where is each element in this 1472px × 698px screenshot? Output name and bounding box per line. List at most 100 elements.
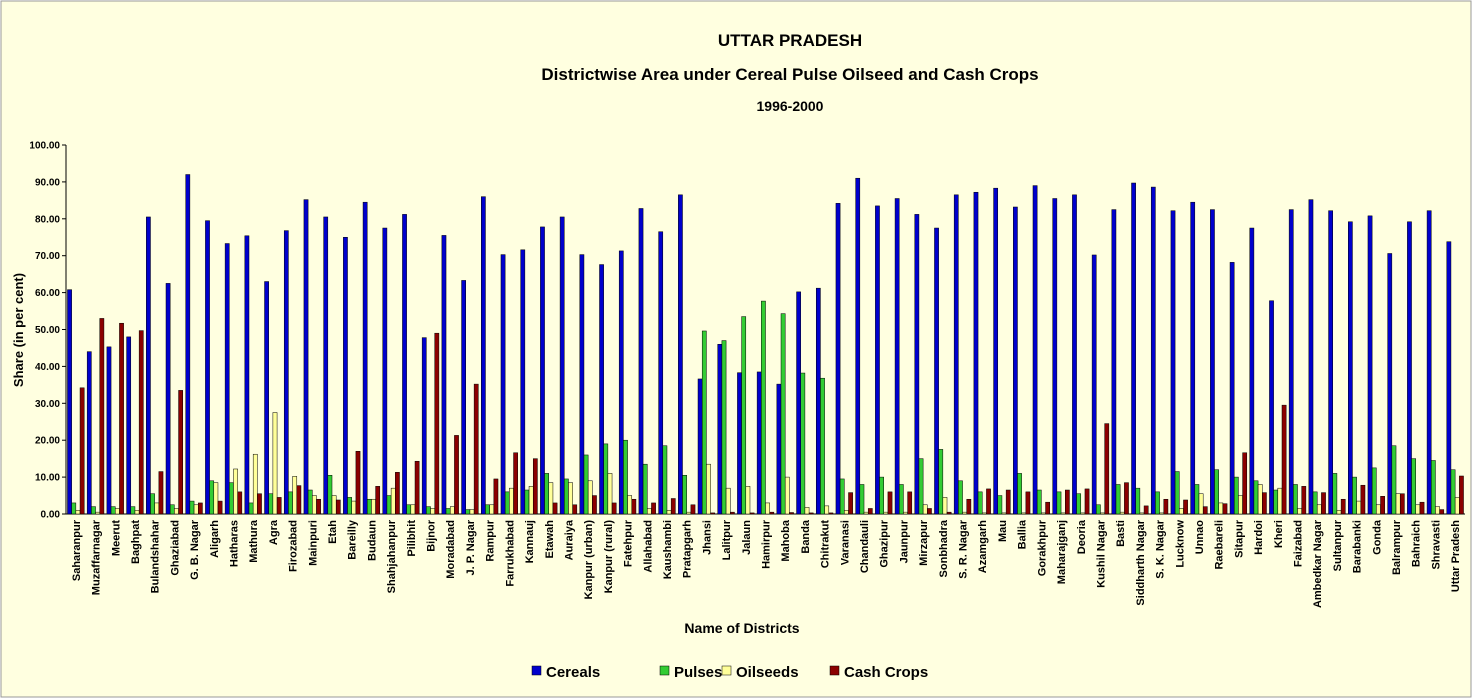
bar: [997, 495, 1003, 515]
bar: [119, 322, 124, 515]
bar: [485, 504, 490, 515]
bar: [1021, 512, 1027, 515]
x-tick-label: Mau: [997, 520, 1009, 542]
x-tick-label: Mainpuri: [307, 520, 319, 566]
bar: [1431, 460, 1436, 515]
bar: [1269, 300, 1274, 515]
bar: [205, 220, 210, 515]
x-tick-label: Gorakhpur: [1036, 519, 1048, 576]
bar: [540, 226, 545, 515]
bar: [1080, 512, 1086, 515]
y-tick-label: 60.00: [35, 288, 60, 299]
chart-subtitle: Districtwise Area under Cereal Pulse Oil…: [541, 65, 1038, 84]
bar: [730, 511, 735, 515]
bar: [938, 449, 944, 515]
bar: [697, 378, 703, 515]
bar: [1376, 504, 1381, 515]
bar: [927, 508, 932, 515]
bar: [276, 497, 282, 515]
y-tick-label: 10.00: [35, 473, 60, 484]
bar: [706, 463, 711, 515]
bar: [233, 468, 238, 515]
x-tick-label: Bijnor: [426, 519, 438, 551]
x-tick-label: Kanpur (rural): [603, 520, 615, 594]
bar: [1104, 423, 1110, 515]
x-tick-label: Pratapgarh: [682, 520, 694, 578]
x-tick-label: Siddharth Nagar: [1135, 519, 1147, 605]
x-tick-label: Chandauli: [859, 520, 871, 573]
bar: [670, 498, 676, 515]
bar: [71, 502, 77, 515]
bar: [1426, 210, 1432, 515]
bar: [91, 506, 96, 515]
legend-swatch: [721, 665, 732, 676]
bar: [879, 476, 884, 515]
bar: [296, 485, 302, 515]
y-tick-label: 20.00: [35, 436, 60, 447]
bar: [1170, 210, 1176, 515]
bar: [678, 194, 683, 515]
bar: [134, 510, 140, 515]
bar: [106, 346, 112, 515]
bar: [130, 506, 136, 515]
x-tick-label: Deoria: [1076, 519, 1088, 554]
bar: [209, 480, 215, 515]
bar: [1210, 209, 1215, 515]
bar: [1435, 506, 1440, 515]
bar: [824, 505, 830, 515]
bar: [95, 511, 100, 515]
bar: [1119, 511, 1125, 515]
bar: [272, 412, 278, 515]
bar: [741, 316, 747, 515]
legend-swatch: [659, 665, 670, 676]
bar: [244, 235, 250, 515]
bar: [513, 452, 518, 515]
bar: [1218, 502, 1224, 515]
bar: [1288, 209, 1294, 515]
x-tick-label: Chitrakut: [820, 520, 832, 569]
x-tick-label: Saharanpur: [71, 519, 83, 581]
bar: [469, 509, 475, 515]
bar: [509, 487, 514, 515]
x-tick-label: Basti: [1115, 520, 1127, 547]
legend-swatch: [531, 665, 542, 676]
bar: [237, 491, 243, 515]
bar: [178, 390, 183, 515]
bar: [347, 497, 352, 515]
bar: [355, 451, 361, 515]
x-tick-label: Fatehpur: [623, 519, 635, 567]
bar: [1065, 489, 1070, 515]
y-tick-label: 70.00: [35, 251, 60, 262]
x-tick-label: Hatharas: [228, 520, 240, 567]
y-tick-label: 40.00: [35, 362, 60, 373]
bar: [745, 486, 751, 515]
bar: [343, 237, 348, 515]
bar: [1419, 501, 1425, 515]
bar: [761, 300, 766, 515]
bar: [283, 230, 289, 515]
bar: [1198, 493, 1204, 515]
bar: [717, 344, 723, 515]
x-tick-label: Hardoi: [1253, 520, 1265, 555]
bar: [1352, 476, 1357, 515]
bar: [1032, 185, 1038, 515]
bar: [887, 491, 893, 515]
bar: [1100, 512, 1105, 515]
x-tick-label: Barabanki: [1352, 520, 1364, 573]
x-tick-label: Varanasi: [839, 520, 851, 565]
bar: [701, 330, 707, 515]
bar: [1411, 458, 1416, 515]
bar: [382, 227, 388, 515]
bar: [839, 478, 845, 515]
bar: [79, 387, 85, 515]
bar: [1139, 512, 1145, 515]
bar: [863, 511, 869, 515]
bar: [662, 445, 668, 515]
bar: [198, 502, 203, 515]
bar: [1096, 504, 1101, 515]
x-tick-label: Jhansi: [701, 520, 713, 555]
bar: [1348, 221, 1353, 515]
bar: [780, 313, 786, 515]
x-tick-label: Raebareli: [1214, 520, 1226, 570]
x-tick-label: Agra: [268, 519, 280, 545]
